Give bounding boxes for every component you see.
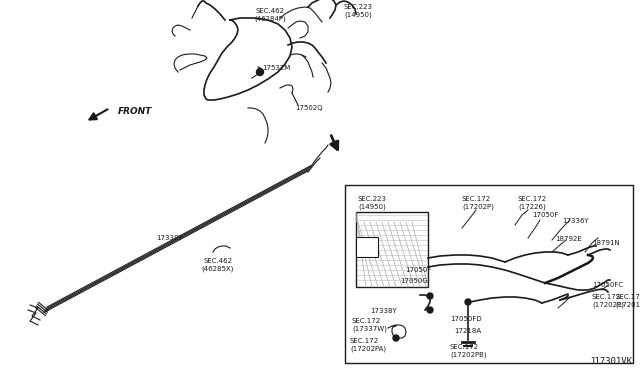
Text: SEC.172
(17202P): SEC.172 (17202P) (592, 294, 624, 308)
Circle shape (427, 307, 433, 313)
Circle shape (427, 293, 433, 299)
Text: SEC.172
(17202P): SEC.172 (17202P) (462, 196, 494, 209)
Text: SEC.223
(14950): SEC.223 (14950) (344, 4, 372, 17)
Text: 18791N: 18791N (592, 240, 620, 246)
Bar (356, 237, 378, 257)
Text: 17050F: 17050F (405, 267, 431, 273)
Text: SEC.223
(14950): SEC.223 (14950) (358, 196, 387, 209)
Text: 17218A: 17218A (454, 328, 481, 334)
Text: SEC.172
(17201): SEC.172 (17201) (615, 294, 640, 308)
Text: SEC.172
(17202PB): SEC.172 (17202PB) (450, 344, 486, 357)
Text: SEC.172
(17202PA): SEC.172 (17202PA) (350, 338, 386, 352)
Text: 17050FC: 17050FC (592, 282, 623, 288)
Text: 17050G: 17050G (400, 278, 428, 284)
Circle shape (393, 335, 399, 341)
Text: 17532M: 17532M (262, 65, 291, 71)
Text: 17336Y: 17336Y (562, 218, 589, 224)
Text: 17050F: 17050F (532, 212, 558, 218)
Text: SEC.172
(17337W): SEC.172 (17337W) (352, 318, 387, 331)
Text: 17338Y: 17338Y (157, 235, 184, 241)
Text: 18792E: 18792E (555, 236, 582, 242)
Text: SEC.172
(17226): SEC.172 (17226) (518, 196, 547, 209)
Text: 17338Y: 17338Y (370, 308, 397, 314)
Text: SEC.462
(46284P): SEC.462 (46284P) (254, 8, 286, 22)
Text: 17050FD: 17050FD (450, 316, 482, 322)
Circle shape (465, 299, 471, 305)
Bar (356, 212, 428, 287)
Bar (345, 185, 633, 363)
Text: SEC.462
(46285X): SEC.462 (46285X) (202, 258, 234, 272)
Text: FRONT: FRONT (118, 108, 152, 116)
Text: 17502Q: 17502Q (295, 105, 323, 111)
Text: J17301VK: J17301VK (589, 357, 632, 366)
Circle shape (257, 68, 264, 76)
